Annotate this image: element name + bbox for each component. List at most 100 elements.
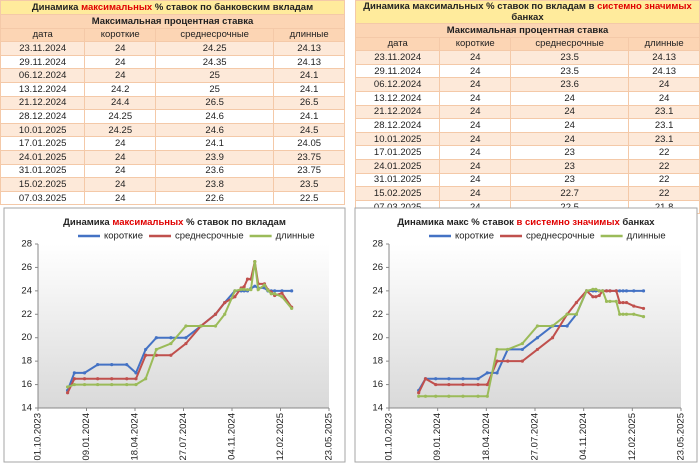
column-header: дата [354, 36, 441, 52]
series-point [290, 306, 294, 311]
table-cell: 26.5 [273, 95, 345, 111]
series-point [614, 289, 618, 293]
x-tick-label: 12.02.2025 [627, 413, 638, 461]
x-tick-label: 23.05.2025 [324, 413, 335, 461]
title-part: Динамика макс % ставок [397, 217, 516, 228]
table-row: 15.02.2025 24 23.8 23.5 [0, 177, 345, 192]
column-row: дата короткие среднесрочные длинные [354, 36, 700, 52]
series-point [110, 363, 114, 367]
legend-label: длинные [627, 231, 666, 242]
table-cell: 23.5 [510, 63, 630, 79]
y-tick-label: 18 [372, 356, 383, 367]
series-point [249, 288, 253, 292]
series-point [253, 259, 257, 264]
legend-label: короткие [104, 231, 143, 242]
series-point [82, 377, 87, 381]
title-part: % ставок по банковским вкладам [152, 2, 314, 13]
table-row: 28.12.2024 24 24 23.1 [354, 118, 700, 133]
header-row: Максимальная процентная ставка [355, 23, 700, 38]
series-point [223, 300, 227, 305]
header-row: Максимальная процентная ставка [0, 14, 345, 29]
series-point [641, 315, 646, 319]
table-cell: 24.05 [273, 136, 345, 151]
column-header: длинные [273, 27, 345, 43]
series-point [608, 299, 612, 303]
series-point [134, 377, 138, 381]
x-tick-label: 09.01.2024 [81, 413, 92, 461]
table-row: 17.01.2025 24 23 22 [354, 145, 700, 160]
table-header: Максимальная процентная ставка [355, 23, 700, 38]
series-point [565, 324, 569, 328]
table-row: 29.11.2024 24 23.5 24.13 [354, 63, 700, 79]
table-cell: 24.25 [155, 41, 275, 56]
series-point [417, 394, 421, 398]
legend-label: среднесрочные [175, 231, 244, 242]
column-row: дата короткие среднесрочные длинные [0, 27, 345, 43]
y-tick-label: 28 [21, 239, 32, 250]
series-point [72, 382, 76, 387]
column-header: среднесрочные [510, 36, 630, 52]
table-cell: 24 [439, 186, 512, 201]
y-tick-label: 18 [21, 356, 32, 367]
series-point [447, 377, 451, 381]
x-tick-label: 01.10.2023 [33, 413, 44, 461]
series-point [213, 312, 218, 316]
series-point [65, 391, 70, 395]
series-point [608, 289, 612, 293]
series-point [461, 382, 465, 387]
column-header: дата [0, 27, 86, 43]
series-point [535, 347, 540, 352]
table-cell: 21.12.2024 [0, 95, 86, 111]
title-part: Динамика [63, 217, 112, 228]
rates-table: Динамика максимальных % ставок по банков… [0, 0, 345, 206]
table-cell: 23.11.2024 [0, 41, 86, 56]
series-point [604, 289, 609, 293]
table-cell: 24 [439, 172, 512, 188]
series-point [604, 299, 609, 303]
table-cell: 24 [439, 50, 512, 65]
table-row: 06.12.2024 24 23.6 24 [354, 77, 700, 92]
title-part: Динамика максимальных % ставок по вклада… [363, 1, 598, 12]
title-row: Динамика максимальных % ставок по банков… [0, 0, 345, 15]
plot-area [38, 244, 329, 408]
series-point [72, 371, 76, 375]
y-tick-label: 16 [372, 379, 383, 390]
series-point [245, 288, 250, 292]
table-cell: 23 [510, 172, 630, 188]
table-cell: 15.02.2025 [0, 177, 86, 192]
series-point [253, 284, 257, 288]
table-row: 06.12.2024 24 25 24.1 [0, 68, 345, 83]
table-cell: 07.03.2025 [0, 190, 86, 206]
table-cell: 24.1 [273, 109, 345, 124]
table-cell: 23.6 [510, 77, 630, 92]
x-tick-label: 23.05.2025 [676, 413, 687, 461]
series-point [242, 285, 246, 289]
series-point [584, 289, 589, 293]
table-cell: 24 [439, 158, 512, 174]
x-tick-label: 18.04.2024 [481, 413, 492, 461]
series-point [242, 287, 246, 291]
series-point [476, 377, 480, 381]
y-tick-label: 28 [372, 239, 383, 250]
y-tick-label: 24 [21, 285, 32, 296]
table-cell: 24 [439, 145, 512, 160]
series-point [184, 341, 188, 346]
series-point [144, 353, 148, 357]
title-part: максимальных [112, 217, 184, 228]
table-row: 17.01.2025 24 24.1 24.05 [0, 136, 345, 151]
series-point [72, 377, 76, 381]
table-cell: 24 [439, 131, 512, 147]
x-tick-label: 12.02.2025 [275, 413, 286, 461]
series-point [273, 292, 277, 296]
title-part: банках [620, 217, 656, 228]
series-point [169, 353, 173, 357]
plot-area [389, 244, 681, 408]
series-point [144, 377, 148, 381]
table-cell: 24.13 [628, 63, 700, 79]
table-row: 07.03.2025 24 22.6 22.5 [0, 190, 345, 206]
series-point [461, 377, 465, 381]
table-cell: 29.11.2024 [0, 54, 86, 70]
series-point [290, 289, 294, 293]
series-point [618, 312, 622, 316]
series-point [574, 300, 578, 305]
